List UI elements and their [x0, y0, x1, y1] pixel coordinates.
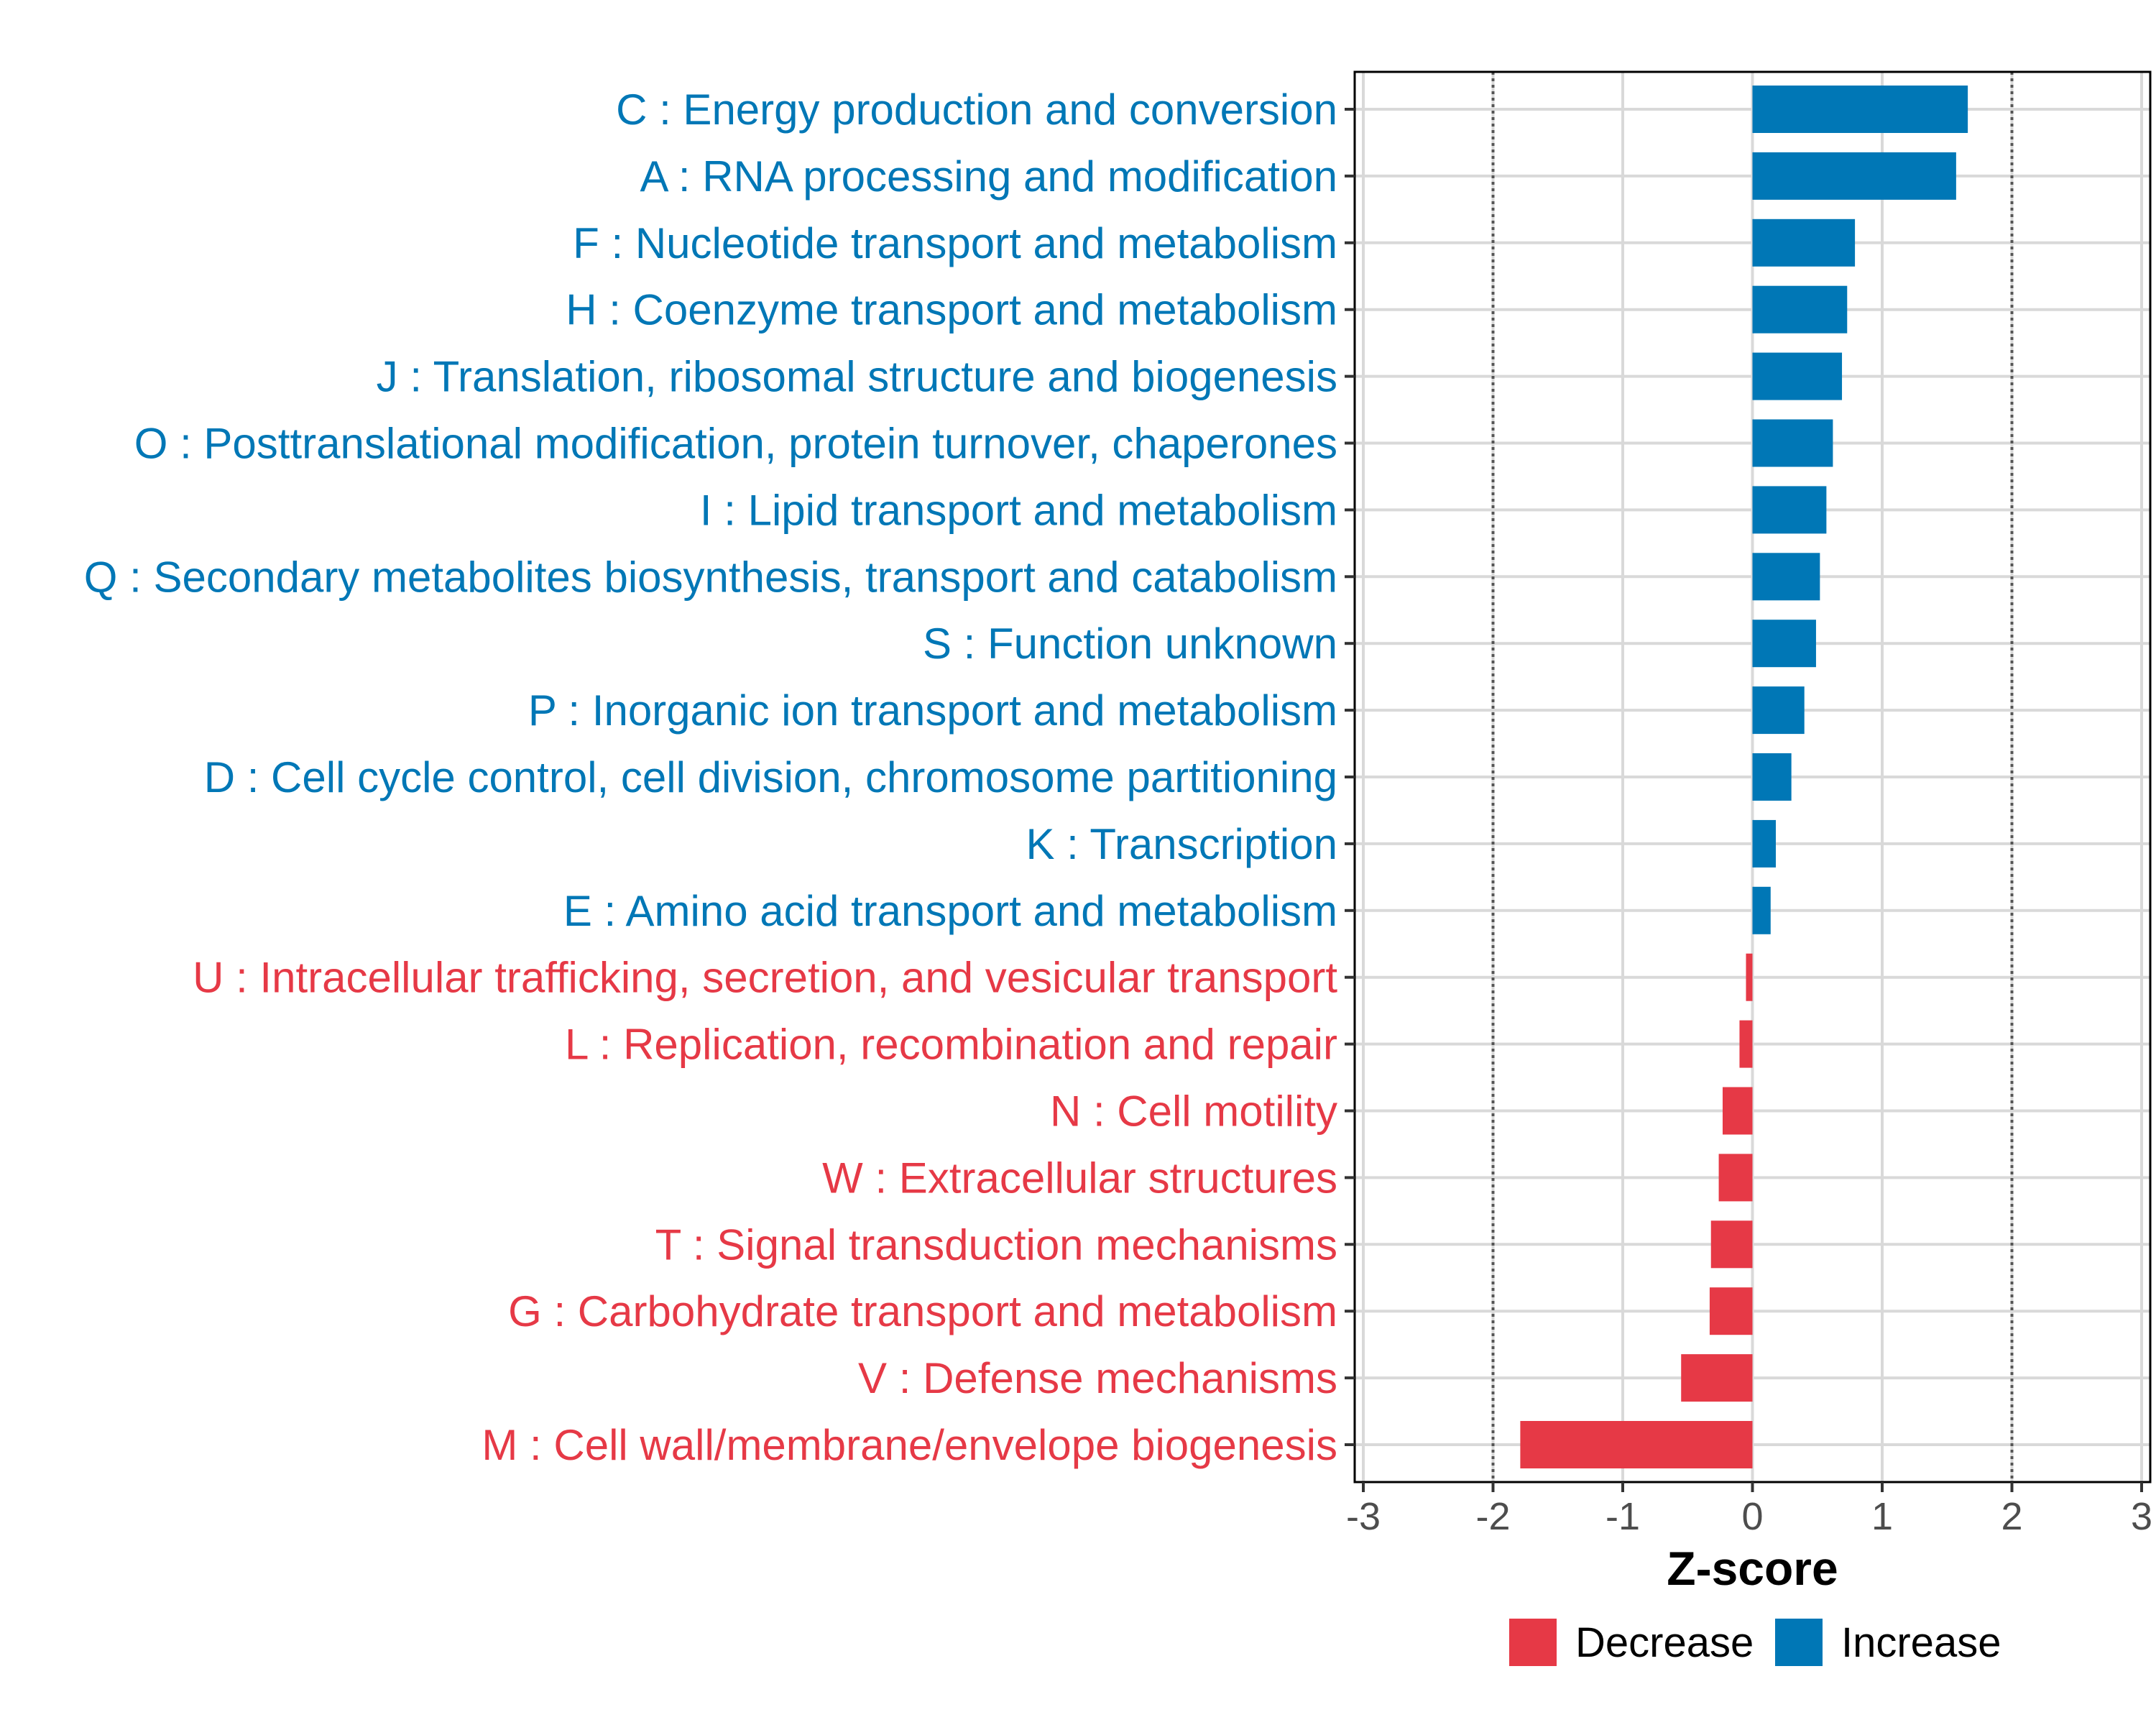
category-label: I : Lipid transport and metabolism — [700, 486, 1337, 534]
bar — [1739, 1020, 1753, 1068]
category-label: M : Cell wall/membrane/envelope biogenes… — [482, 1421, 1337, 1469]
y-axis: C : Energy production and conversion A : … — [84, 86, 1355, 1469]
legend-label-decrease: Decrease — [1575, 1619, 1754, 1666]
bar — [1752, 86, 1968, 133]
bar — [1746, 953, 1753, 1001]
bar — [1520, 1421, 1753, 1468]
category-label: F : Nucleotide transport and metabolism — [573, 219, 1337, 267]
category-label: G : Carbohydrate transport and metabolis… — [508, 1287, 1337, 1335]
bar-layer — [1520, 86, 1968, 1468]
category-label: W : Extracellular structures — [822, 1154, 1337, 1202]
x-tick-label: 3 — [2131, 1495, 2152, 1538]
x-axis: -3 -2 -1 0 1 2 3 — [1346, 1482, 2152, 1538]
reference-line-layer — [1491, 72, 2014, 1482]
category-label: P : Inorganic ion transport and metaboli… — [528, 686, 1337, 735]
x-tick-label: -1 — [1606, 1495, 1640, 1538]
bar — [1752, 686, 1805, 735]
x-tick-label: -3 — [1346, 1495, 1381, 1538]
category-label: D : Cell cycle control, cell division, c… — [204, 753, 1337, 801]
category-label: N : Cell motility — [1050, 1087, 1337, 1136]
x-tick-label: -2 — [1475, 1495, 1510, 1538]
bar — [1752, 819, 1776, 868]
category-label: S : Function unknown — [923, 620, 1337, 668]
bar — [1752, 352, 1843, 400]
category-label: K : Transcription — [1026, 820, 1337, 868]
bar — [1752, 886, 1771, 934]
bar — [1722, 1087, 1753, 1135]
bar — [1752, 620, 1816, 668]
bar — [1752, 419, 1833, 467]
bar — [1681, 1354, 1753, 1402]
category-label: C : Energy production and conversion — [616, 86, 1337, 134]
legend-label-increase: Increase — [1841, 1619, 2001, 1666]
x-tick-label: 2 — [2001, 1495, 2022, 1538]
category-label: O : Posttranslational modification, prot… — [134, 420, 1337, 468]
category-label: A : RNA processing and modification — [640, 152, 1337, 201]
bar — [1752, 285, 1848, 334]
category-label: E : Amino acid transport and metabolism — [563, 887, 1337, 935]
bar — [1752, 218, 1856, 267]
bar — [1709, 1287, 1753, 1335]
x-tick-label: 0 — [1741, 1495, 1763, 1538]
category-label: L : Replication, recombination and repai… — [565, 1021, 1337, 1069]
category-label: H : Coenzyme transport and metabolism — [566, 286, 1337, 334]
category-label: U : Intracellular trafficking, secretion… — [193, 954, 1337, 1002]
bar — [1752, 152, 1956, 200]
category-label: J : Translation, ribosomal structure and… — [377, 353, 1337, 401]
category-label: T : Signal transduction mechanisms — [655, 1220, 1337, 1269]
bar — [1752, 486, 1827, 534]
bar — [1752, 753, 1792, 801]
x-axis-title: Z-score — [1667, 1542, 1838, 1595]
bar — [1710, 1220, 1753, 1269]
category-label: V : Defense mechanisms — [858, 1354, 1337, 1402]
legend: Decrease Increase — [1509, 1619, 2001, 1666]
legend-key-increase — [1775, 1619, 1823, 1666]
legend-key-decrease — [1509, 1619, 1557, 1666]
bar — [1752, 553, 1820, 601]
x-tick-label: 1 — [1871, 1495, 1893, 1538]
bar — [1718, 1154, 1753, 1202]
category-label: Q : Secondary metabolites biosynthesis, … — [84, 553, 1337, 601]
